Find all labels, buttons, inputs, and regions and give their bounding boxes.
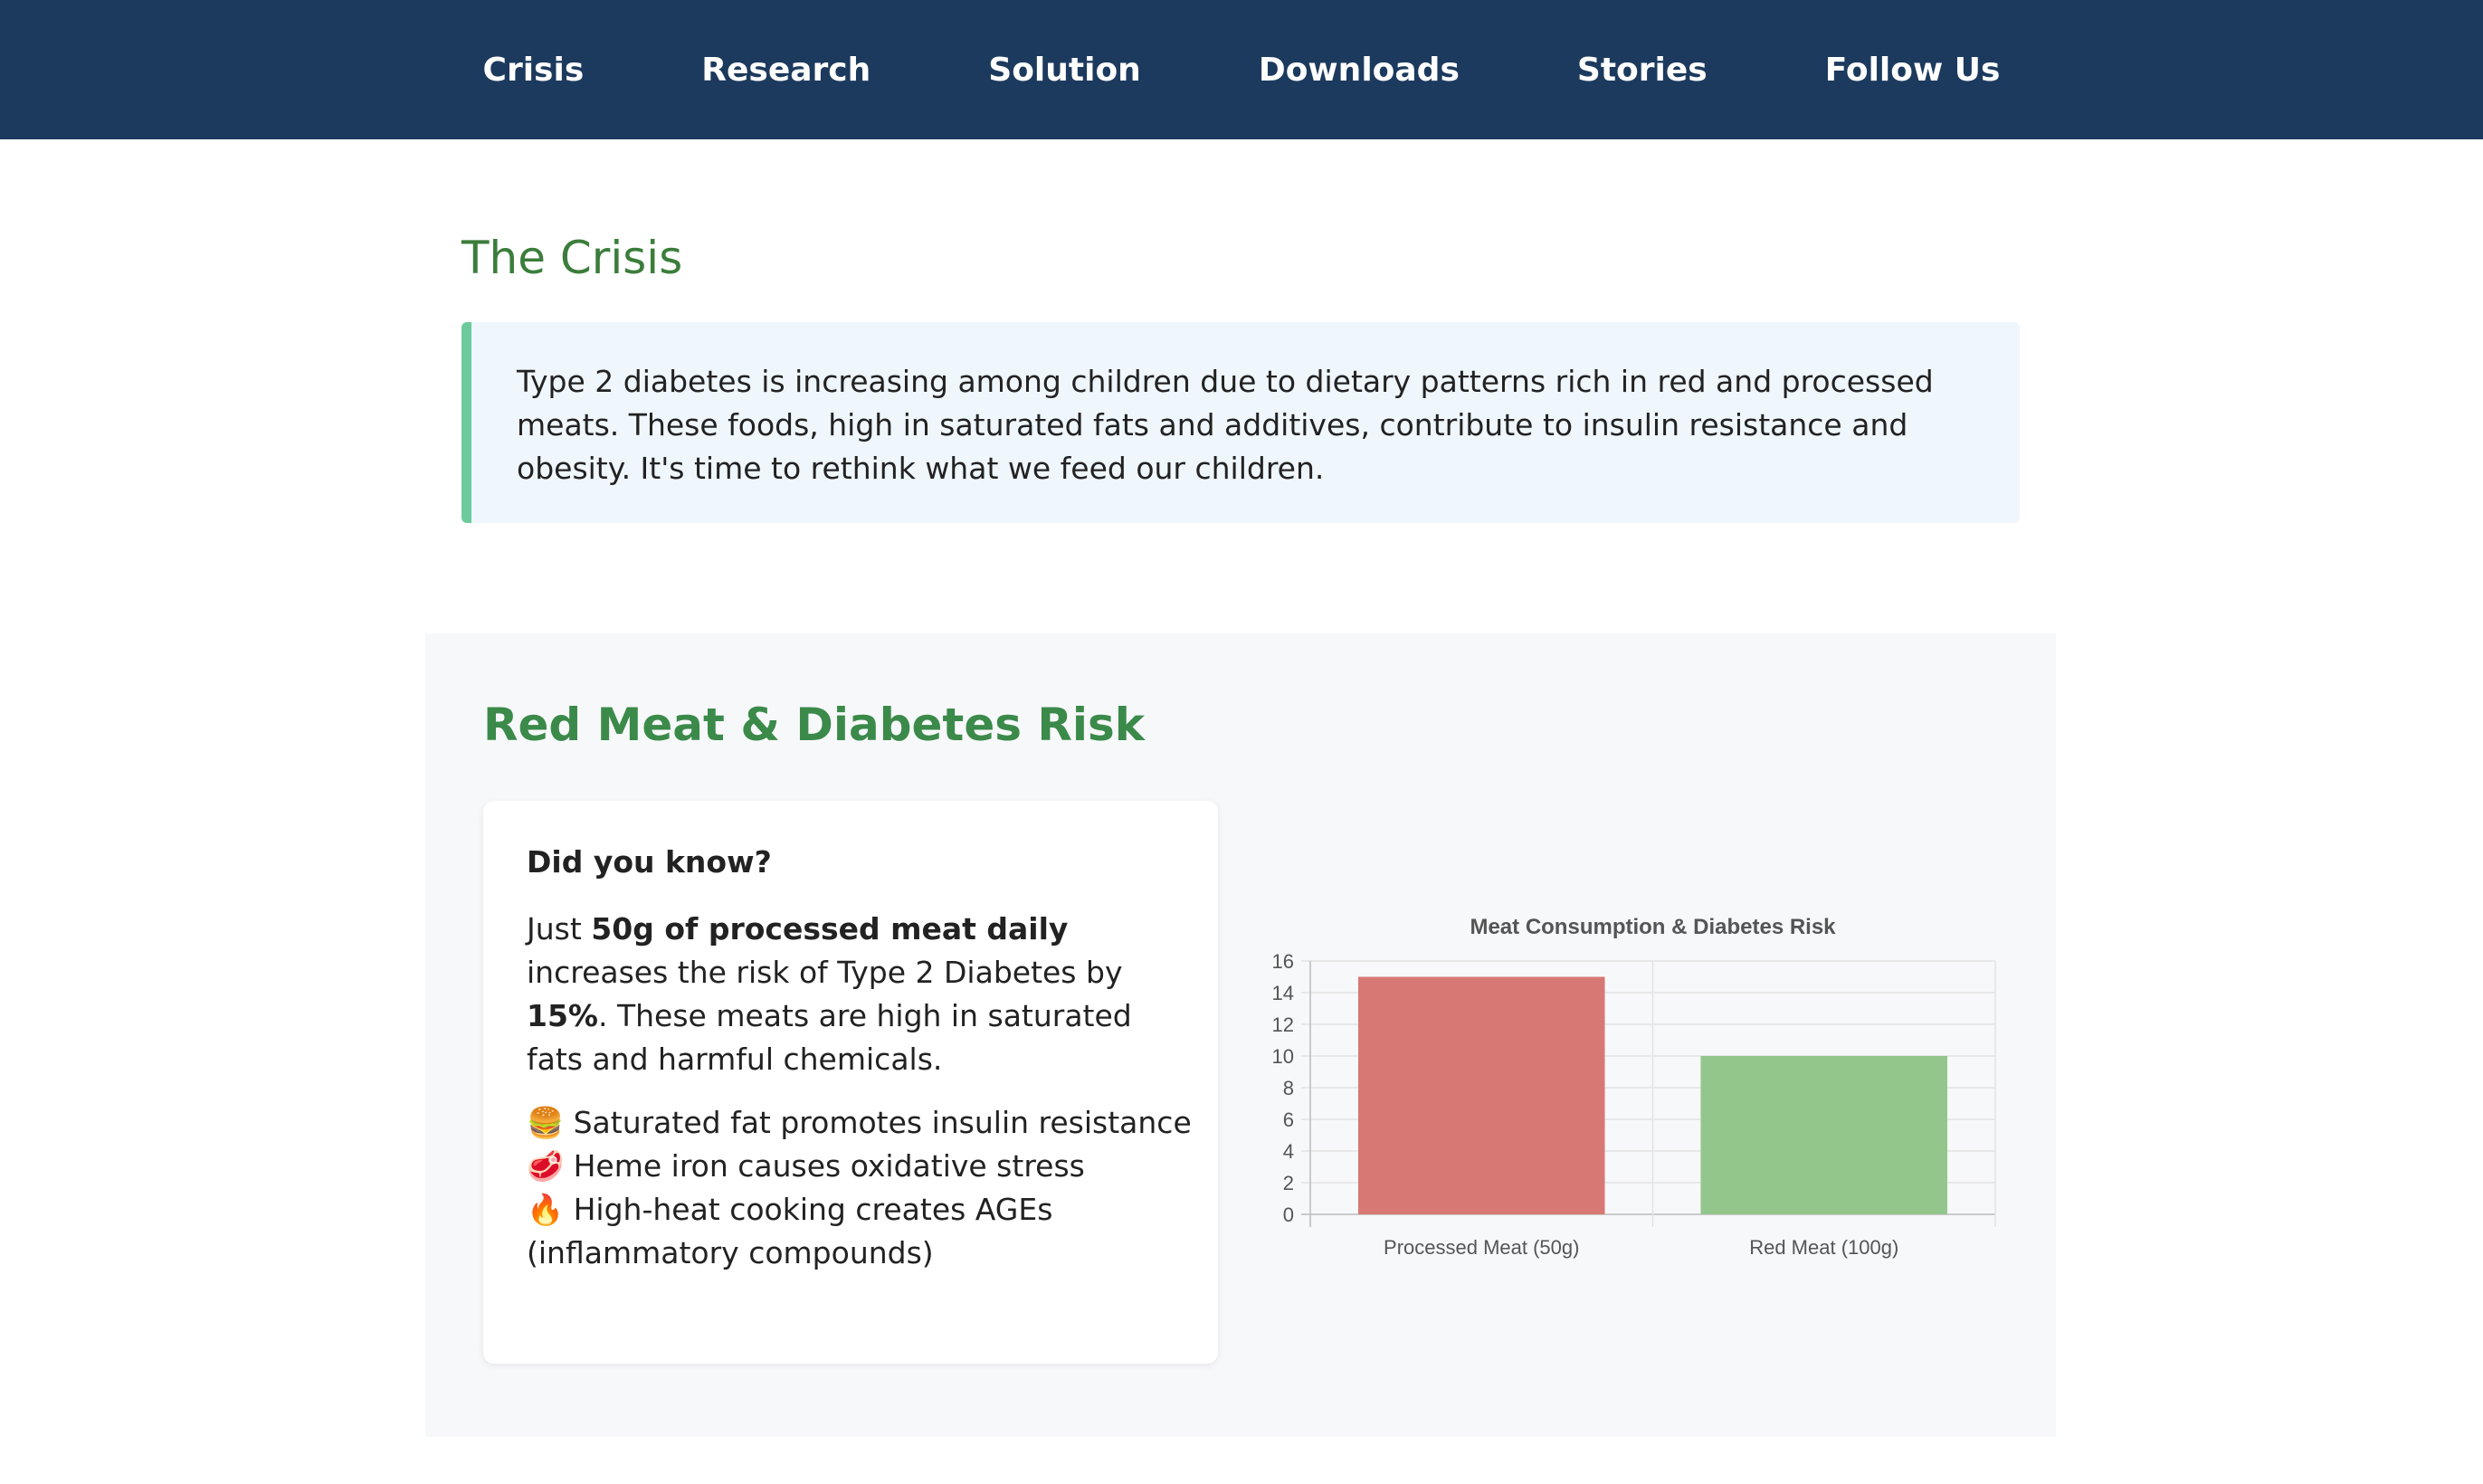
- para-prefix: Just: [527, 911, 592, 947]
- y-tick-label: 6: [1283, 1108, 1294, 1131]
- chart-bar: [1700, 1056, 1948, 1214]
- fact-text: High-heat cooking creates AGEs (inflamma…: [527, 1192, 1053, 1270]
- chart-bar: [1357, 976, 1605, 1214]
- nav-item-crisis[interactable]: Crisis: [482, 51, 585, 89]
- y-tick-label: 10: [1272, 1045, 1294, 1068]
- y-tick-label: 8: [1283, 1077, 1294, 1099]
- crisis-callout: Type 2 diabetes is increasing among chil…: [461, 322, 2020, 523]
- y-tick-label: 0: [1283, 1203, 1294, 1226]
- chart-title: Meat Consumption & Diabetes Risk: [1470, 915, 1836, 939]
- y-tick-label: 2: [1283, 1172, 1294, 1194]
- crisis-title: The Crisis: [461, 232, 683, 284]
- card-heading: Did you know?: [527, 844, 772, 880]
- para-bold-percent: 15%: [527, 998, 598, 1033]
- meat-icon: 🥩: [527, 1148, 565, 1184]
- risk-section-title: Red Meat & Diabetes Risk: [483, 699, 1146, 751]
- fact-text: Saturated fat promotes insulin resistanc…: [573, 1105, 1192, 1140]
- para-suffix: . These meats are high in saturated fats…: [527, 998, 1132, 1077]
- y-tick-label: 12: [1272, 1013, 1294, 1036]
- x-tick-label: Processed Meat (50g): [1384, 1236, 1579, 1259]
- y-tick-label: 4: [1283, 1140, 1294, 1163]
- did-you-know-card: Did you know? Just 50g of processed meat…: [483, 801, 1218, 1364]
- burger-icon: 🍔: [527, 1105, 565, 1140]
- para-bold-amount: 50g of processed meat daily: [591, 911, 1069, 947]
- card-paragraph: Just 50g of processed meat daily increas…: [527, 908, 1175, 1081]
- nav-item-research[interactable]: Research: [701, 51, 871, 89]
- risk-chart: Meat Consumption & Diabetes Risk 0 2 4 6 8 10 1…: [1249, 896, 2027, 1294]
- crisis-text: Type 2 diabetes is increasing among chil…: [517, 364, 1934, 486]
- fact-item: 🥩 Heme iron causes oxidative stress: [527, 1145, 1175, 1188]
- fire-icon: 🔥: [527, 1192, 565, 1227]
- para-middle: increases the risk of Type 2 Diabetes by: [527, 955, 1123, 990]
- y-tick-label: 16: [1272, 950, 1294, 973]
- top-navbar: Crisis Research Solution Downloads Stori…: [0, 0, 2483, 139]
- nav-menu: Crisis Research Solution Downloads Stori…: [483, 52, 2001, 89]
- x-tick-label: Red Meat (100g): [1749, 1236, 1898, 1259]
- fact-text: Heme iron causes oxidative stress: [573, 1148, 1085, 1184]
- nav-item-solution[interactable]: Solution: [988, 51, 1141, 89]
- nav-item-downloads[interactable]: Downloads: [1258, 51, 1460, 89]
- risk-bar-chart: Meat Consumption & Diabetes Risk 0 2 4 6 8 10 1…: [1272, 915, 1996, 1259]
- y-tick-label: 14: [1272, 982, 1294, 1004]
- fact-item: 🔥 High-heat cooking creates AGEs (inflam…: [527, 1188, 1175, 1275]
- risk-section: Red Meat & Diabetes Risk Did you know? J…: [425, 633, 2056, 1437]
- nav-item-follow-us[interactable]: Follow Us: [1824, 51, 2001, 89]
- fact-item: 🍔 Saturated fat promotes insulin resista…: [527, 1101, 1192, 1145]
- nav-item-stories[interactable]: Stories: [1576, 51, 1708, 89]
